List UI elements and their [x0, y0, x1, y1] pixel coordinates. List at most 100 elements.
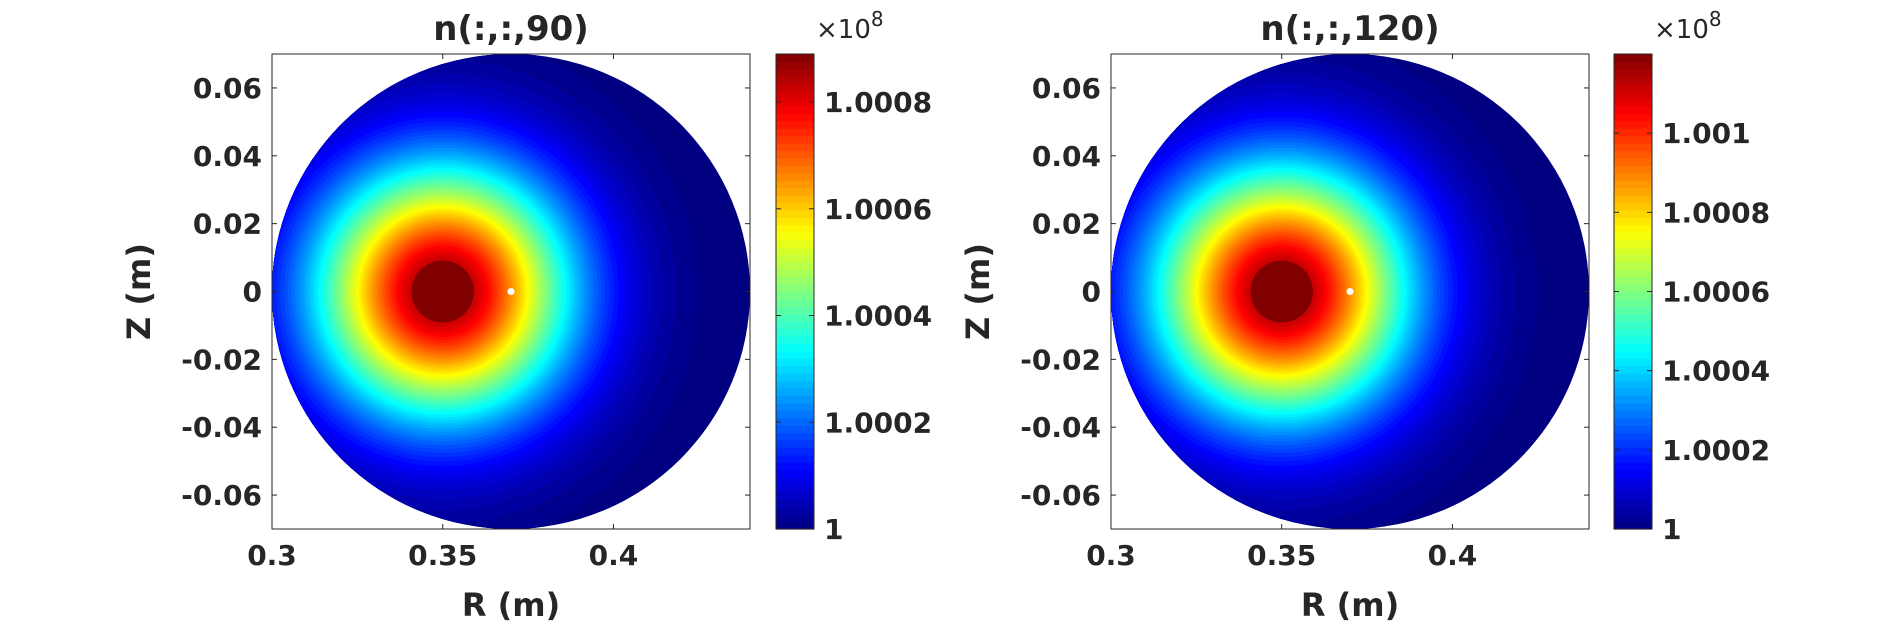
colorbar-segment [1614, 83, 1652, 92]
colorbar-segment [1614, 246, 1652, 255]
colorbar-tick-label: 1.0006 [1662, 276, 1770, 309]
colorbar-segment [776, 321, 814, 330]
colorbar-exponent: ×108 [1654, 7, 1722, 45]
colorbar-segment [1614, 313, 1652, 322]
colorbar-segment [1614, 321, 1652, 330]
colorbar-segment [776, 491, 814, 500]
colorbar-segment [776, 261, 814, 270]
contour-peak [411, 260, 474, 323]
colorbar-segment [1614, 135, 1652, 144]
colorbar-segment [1614, 224, 1652, 233]
colorbar-segment [1614, 358, 1652, 367]
colorbar-segment [776, 195, 814, 204]
colorbar-tick-label: 1.001 [1662, 117, 1751, 150]
colorbar: 1 1.0002 1.0004 1.0006 1.0008 ×108 [775, 7, 932, 546]
colorbar-segment [1614, 380, 1652, 389]
colorbar-segment [776, 180, 814, 189]
colorbar-segment [1614, 165, 1652, 174]
x-tick-label: 0.35 [1247, 539, 1316, 572]
colorbar-segment [1614, 239, 1652, 248]
colorbar-segment [776, 373, 814, 382]
colorbar-segment [1614, 395, 1652, 404]
colorbar-segment [1614, 172, 1652, 181]
colorbar-segment [776, 143, 814, 152]
colorbar-segment [776, 462, 814, 471]
colorbar-segment [1614, 254, 1652, 263]
colorbar-segment [776, 499, 814, 508]
colorbar-segment [776, 387, 814, 397]
colorbar-segment [1614, 143, 1652, 152]
y-tick-label: -0.04 [181, 411, 262, 444]
colorbar-segment [776, 350, 814, 359]
x-tick-label: 0.35 [408, 539, 477, 572]
y-tick-label: 0 [1082, 276, 1101, 309]
y-tick-label: 0.02 [1032, 208, 1101, 241]
colorbar-tick-label: 1.0008 [824, 86, 932, 119]
colorbar-segment [776, 128, 814, 137]
y-tick-label: 0.02 [193, 208, 262, 241]
colorbar-segment [1614, 373, 1652, 382]
colorbar-segment [776, 105, 814, 114]
colorbar-segment [776, 336, 814, 345]
colorbar-tick-label: 1.0002 [824, 406, 932, 439]
colorbar-segment [1614, 417, 1652, 426]
colorbar-segment [1614, 462, 1652, 471]
colorbar-segment [1614, 76, 1652, 85]
y-tick-label: -0.02 [1020, 343, 1101, 376]
colorbar-segment [1614, 232, 1652, 241]
colorbar-segment [1614, 54, 1652, 63]
y-axis-label: Z (m) [120, 243, 158, 340]
x-tick-label: 0.4 [589, 539, 639, 572]
y-axis-label: Z (m) [959, 243, 997, 340]
density-field [1111, 54, 1589, 529]
colorbar-tick-label: 1 [824, 513, 843, 546]
colorbar-segment [1614, 402, 1652, 411]
colorbar-segment [1614, 195, 1652, 204]
colorbar-tick-label: 1.0002 [1662, 434, 1770, 467]
colorbar-segment [776, 395, 814, 404]
colorbar-segment [1614, 217, 1652, 226]
colorbar-segment [1614, 328, 1652, 337]
colorbar-segment [776, 202, 814, 211]
colorbar-segment [1614, 61, 1652, 70]
colorbar-segment [776, 83, 814, 92]
colorbar-segment [776, 469, 814, 478]
colorbar-segment [1614, 91, 1652, 100]
colorbar-segment [1614, 298, 1652, 307]
colorbar-segment [1614, 291, 1652, 300]
colorbar-segment [776, 187, 814, 196]
colorbar-segment [776, 217, 814, 226]
x-axis-label: R (m) [1301, 586, 1399, 624]
subplot-2: 0.3 0.35 0.4 0.06 0.04 0.02 0 -0.02 -0.04 -0.06 n(… [959, 7, 1770, 624]
colorbar-tick-label: 1.0006 [824, 193, 932, 226]
colorbar-segment [1614, 484, 1652, 493]
colorbar-segment [1614, 506, 1652, 515]
colorbar-segment [1614, 276, 1652, 285]
colorbar-segment [1614, 454, 1652, 463]
colorbar-segment [1614, 499, 1652, 508]
y-tick-label: -0.06 [181, 479, 262, 512]
colorbar-segment [1614, 432, 1652, 441]
subplot-1: 0.3 0.35 0.4 0.06 0.04 0.02 0 -0.02 -0.04 -0.06 n(… [120, 7, 932, 624]
colorbar-segment [1614, 261, 1652, 270]
colorbar-exponent: ×108 [816, 7, 884, 45]
colorbar-segment [1614, 306, 1652, 315]
colorbar-segment [776, 150, 814, 159]
colorbar-segment [776, 514, 814, 523]
colorbar: 1 1.0002 1.0004 1.0006 1.0008 1.001 ×108 [1613, 7, 1770, 546]
colorbar-segment [1614, 68, 1652, 77]
colorbar-segment [776, 157, 814, 166]
colorbar-segment [1614, 439, 1652, 448]
x-tick-label: 0.3 [247, 539, 297, 572]
colorbar-segment [776, 291, 814, 300]
colorbar-segment [1614, 209, 1652, 218]
colorbar-segment [1614, 387, 1652, 397]
colorbar-segment [776, 54, 814, 63]
chart-title: n(:,:,120) [1260, 9, 1439, 49]
colorbar-segment [1614, 284, 1652, 293]
colorbar-segment [776, 224, 814, 233]
colorbar-segment [1614, 120, 1652, 129]
colorbar-tick-label: 1.0004 [1662, 355, 1770, 388]
colorbar-segment [776, 76, 814, 85]
